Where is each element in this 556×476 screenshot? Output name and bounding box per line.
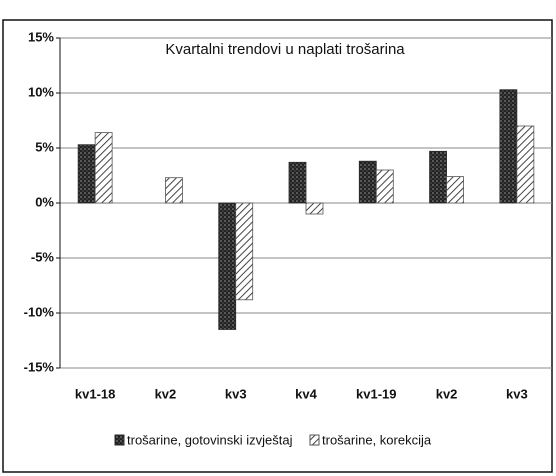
bar [516, 125, 535, 204]
bar [375, 169, 394, 204]
x-tick-label: kv2 [155, 386, 177, 401]
y-tick-label: 10% [28, 84, 54, 99]
chart-title: Kvartalni trendovi u naplati trošarina [165, 41, 405, 58]
bar [358, 160, 377, 204]
legend-label: trošarine, gotovinski izvještaj [127, 432, 293, 447]
legend-label: trošarine, korekcija [322, 432, 432, 447]
y-tick-label: 0% [35, 194, 54, 209]
x-tick-label: kv1-18 [75, 386, 115, 401]
legend-swatch [309, 434, 320, 446]
y-tick-label: -10% [24, 304, 55, 319]
bar [288, 161, 307, 204]
y-tick-label: 15% [28, 29, 54, 44]
bar [165, 177, 183, 204]
chart-border [2, 19, 553, 473]
bar [429, 150, 447, 204]
y-tick-label: -15% [24, 359, 55, 374]
bar [235, 202, 254, 301]
legend-swatch [114, 434, 125, 446]
x-tick-label: kv4 [295, 386, 317, 401]
bar [446, 176, 464, 204]
bar [94, 132, 113, 204]
x-tick-label: kv3 [225, 386, 247, 401]
y-tick-label: 5% [35, 139, 54, 154]
x-tick-label: kv2 [436, 386, 458, 401]
bar [77, 144, 96, 204]
x-tick-label: kv1-19 [356, 386, 396, 401]
bar [218, 202, 237, 330]
bar [305, 202, 324, 215]
x-tick-label: kv3 [506, 386, 528, 401]
bar [499, 89, 518, 204]
y-tick-label: -5% [31, 249, 55, 264]
